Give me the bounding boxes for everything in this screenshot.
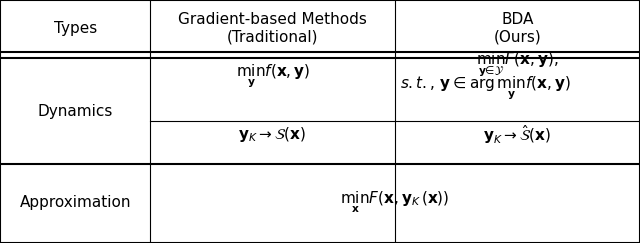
Text: Types: Types	[54, 21, 97, 36]
Text: $\mathbf{y}_K \rightarrow \hat{\mathcal{S}}(\mathbf{x})$: $\mathbf{y}_K \rightarrow \hat{\mathcal{…	[483, 123, 552, 146]
Text: $\min_{\mathbf{x}} F(\mathbf{x}, \mathbf{y}_K(\mathbf{x}))$: $\min_{\mathbf{x}} F(\mathbf{x}, \mathbf…	[340, 190, 450, 216]
Text: Gradient-based Methods
(Traditional): Gradient-based Methods (Traditional)	[178, 12, 367, 45]
Text: BDA
(Ours): BDA (Ours)	[493, 12, 541, 45]
Text: $\min_{\mathbf{y}\in\mathcal{Y}} F(\mathbf{x}, \mathbf{y}),$: $\min_{\mathbf{y}\in\mathcal{Y}} F(\math…	[476, 50, 559, 79]
Text: Approximation: Approximation	[19, 195, 131, 210]
Text: $\min_{\mathbf{y}} f(\mathbf{x}, \mathbf{y})$: $\min_{\mathbf{y}} f(\mathbf{x}, \mathbf…	[236, 63, 310, 90]
Text: $\mathbf{y}_K \rightarrow \mathcal{S}(\mathbf{x})$: $\mathbf{y}_K \rightarrow \mathcal{S}(\m…	[239, 125, 307, 144]
Text: $s.t.,\, \mathbf{y} \in \arg\min_{\mathbf{y}} f(\mathbf{x}, \mathbf{y})$: $s.t.,\, \mathbf{y} \in \arg\min_{\mathb…	[400, 75, 571, 102]
Text: Dynamics: Dynamics	[38, 104, 113, 119]
